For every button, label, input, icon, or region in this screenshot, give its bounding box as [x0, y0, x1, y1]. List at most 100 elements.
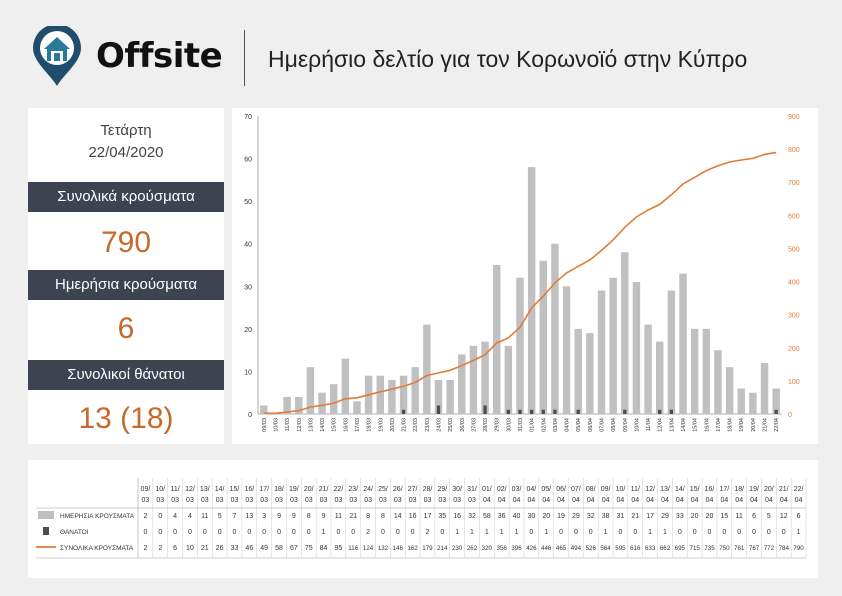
daily-cases-bar — [260, 405, 268, 414]
table-header-day: 17/ — [719, 486, 729, 493]
table-header-day: 21/ — [319, 486, 329, 493]
table-header-day: 31/ — [467, 486, 477, 493]
table-header-day: 20/ — [764, 486, 774, 493]
x-tick-label: 27/03 — [471, 418, 477, 432]
table-header-day: 11/ — [171, 486, 180, 493]
table-header-day: 12/ — [185, 486, 195, 493]
table-cell: 179 — [422, 545, 433, 552]
daily-cases-bar — [492, 265, 501, 414]
table-cell: 0 — [559, 529, 563, 536]
x-tick-label: 19/03 — [378, 418, 384, 432]
table-cell: 58 — [275, 545, 283, 552]
x-tick-label: 17/04 — [716, 418, 722, 432]
table-cell: 6 — [173, 545, 177, 552]
daily-cases-bar — [562, 286, 571, 414]
table-header-day: 17/ — [259, 486, 269, 493]
table-header-day: 02/ — [497, 486, 507, 493]
x-tick-label: 09/03 — [262, 418, 268, 432]
table-cell: 38 — [602, 513, 610, 520]
daily-cases-bar — [516, 277, 524, 414]
deaths-bar — [518, 409, 522, 414]
table-cell: 40 — [513, 513, 521, 520]
daily-cases-bar — [551, 243, 559, 414]
daily-cases-bar — [737, 388, 745, 414]
x-tick-label: 04/04 — [565, 418, 571, 432]
table-cell: 0 — [158, 513, 162, 520]
cases-chart: 0102030405060700100200300400500600700800… — [244, 114, 800, 432]
table-header-month: 04 — [527, 497, 535, 504]
table-header-day: 11/ — [631, 486, 640, 493]
table-header-month: 04 — [735, 497, 743, 504]
table-header-day: 30/ — [452, 486, 462, 493]
table-cell: 526 — [586, 545, 597, 552]
table-cell: 75 — [305, 545, 313, 552]
table-cell: 0 — [440, 529, 444, 536]
table-cell: 21 — [349, 513, 357, 520]
page-title: Ημερήσιο δελτίο για τον Κορωνοϊό στην Κύ… — [268, 46, 748, 72]
table-header-day: 23/ — [348, 486, 358, 493]
table-cell: 1 — [797, 529, 801, 536]
daily-cases-bar — [679, 273, 687, 414]
table-cell: 29 — [572, 513, 580, 520]
table-header-month: 03 — [305, 497, 313, 504]
report-date: 22/04/2020 — [88, 144, 164, 161]
table-header-month: 03 — [409, 497, 417, 504]
table-header-month: 04 — [513, 497, 521, 504]
table-cell: 0 — [262, 529, 266, 536]
table-cell: 35 — [438, 513, 446, 520]
table-header-day: 15/ — [230, 486, 240, 493]
daily-cases-bar — [632, 282, 641, 414]
daily-cases-label: Ημερήσια κρούσματα — [28, 270, 224, 300]
daily-cases-bar — [749, 392, 757, 414]
table-cell: 0 — [529, 529, 533, 536]
daily-cases-bar — [621, 252, 629, 414]
table-cell: 10 — [186, 545, 194, 552]
table-header-month: 04 — [720, 497, 728, 504]
table-cell: 6 — [797, 513, 801, 520]
y-right-tick-label: 400 — [788, 280, 800, 287]
table-header-month: 03 — [320, 497, 328, 504]
table-cell: 32 — [587, 513, 595, 520]
table-header-month: 04 — [780, 497, 788, 504]
table-cell: 33 — [231, 545, 239, 552]
x-tick-label: 06/04 — [588, 418, 594, 432]
total-cases-value: 790 — [100, 226, 152, 259]
y-right-tick-label: 500 — [788, 246, 800, 253]
table-cell: 616 — [630, 545, 641, 552]
table-cell: 17 — [646, 513, 654, 520]
table-header-day: 06/ — [556, 486, 566, 493]
table-header-day: 18/ — [274, 486, 284, 493]
deaths-bar — [483, 405, 487, 414]
x-tick-label: 11/04 — [646, 418, 652, 431]
table-header-day: 21/ — [779, 486, 789, 493]
deaths-bar — [669, 409, 674, 414]
table-cell: 36 — [498, 513, 506, 520]
table-cell: 633 — [645, 545, 656, 552]
table-header-month: 03 — [245, 497, 253, 504]
table-cell: 0 — [351, 529, 355, 536]
table-header-day: 09/ — [601, 486, 611, 493]
deaths-bar — [401, 409, 406, 414]
daily-cases-bar — [702, 328, 711, 414]
deaths-label: Συνολικοί θάνατοι — [28, 360, 224, 390]
table-cell: 465 — [556, 545, 567, 552]
table-header-day: 10/ — [155, 486, 165, 493]
x-tick-label: 24/03 — [436, 418, 442, 432]
table-header-month: 03 — [438, 497, 446, 504]
daily-cases-bar — [690, 328, 699, 414]
table-cell: 67 — [290, 545, 298, 552]
x-tick-label: 18/04 — [728, 418, 734, 432]
table-header-day: 01/ — [482, 486, 492, 493]
table-cell: 11 — [335, 513, 342, 520]
table-cell: 784 — [779, 545, 790, 552]
table-cell: 116 — [348, 545, 358, 552]
table-cell: 767 — [749, 545, 760, 552]
table-header-month: 03 — [394, 497, 402, 504]
table-cell: 0 — [589, 529, 593, 536]
y-left-tick-label: 30 — [244, 284, 252, 291]
table-cell: 0 — [767, 529, 771, 536]
table-cell: 0 — [574, 529, 578, 536]
daily-cases-bar — [772, 388, 780, 414]
table-cell: 1 — [322, 529, 326, 536]
y-left-tick-label: 40 — [244, 242, 252, 249]
